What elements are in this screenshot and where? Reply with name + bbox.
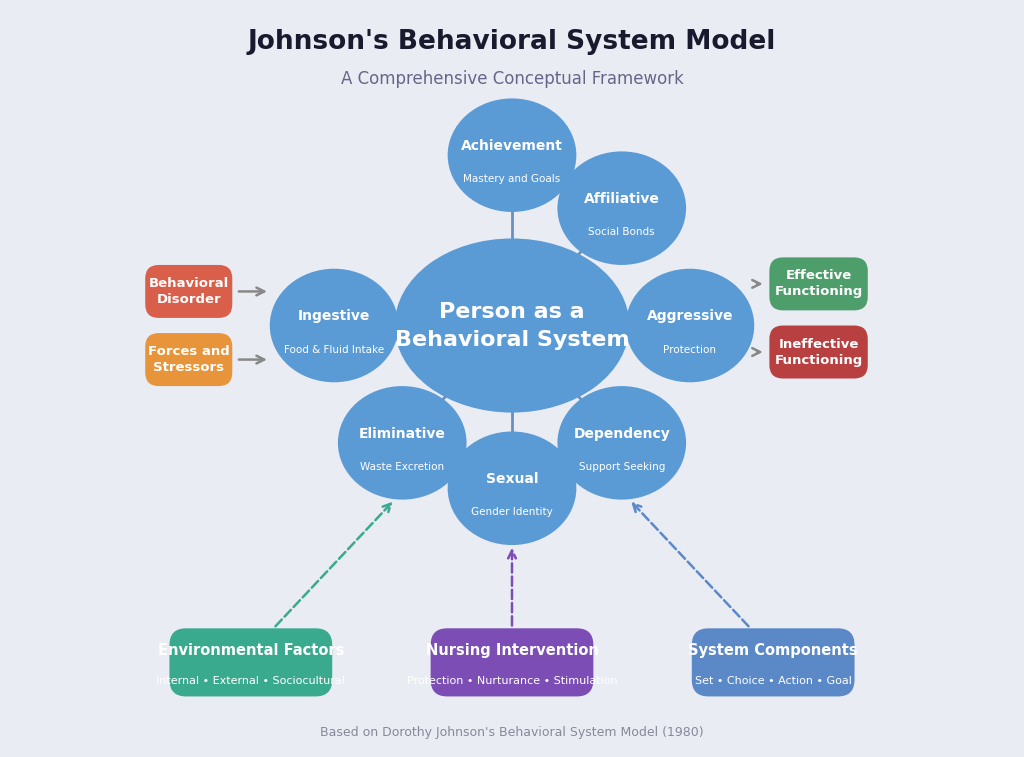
Text: Mastery and Goals: Mastery and Goals — [464, 174, 560, 185]
Text: Protection: Protection — [664, 344, 717, 355]
Ellipse shape — [557, 151, 686, 265]
Ellipse shape — [447, 98, 577, 212]
Text: Internal • External • Sociocultural: Internal • External • Sociocultural — [157, 675, 345, 686]
Text: Ineffective
Functioning: Ineffective Functioning — [774, 338, 862, 366]
FancyBboxPatch shape — [769, 257, 867, 310]
Text: Nursing Intervention: Nursing Intervention — [426, 643, 598, 658]
FancyBboxPatch shape — [145, 265, 232, 318]
Text: Effective
Functioning: Effective Functioning — [774, 269, 862, 298]
Text: Food & Fluid Intake: Food & Fluid Intake — [284, 344, 384, 355]
Ellipse shape — [447, 431, 577, 545]
Text: Ingestive: Ingestive — [298, 310, 371, 323]
FancyBboxPatch shape — [692, 628, 855, 696]
Text: Aggressive: Aggressive — [646, 310, 733, 323]
Text: Dependency: Dependency — [573, 427, 670, 441]
Ellipse shape — [626, 269, 755, 382]
Text: A Comprehensive Conceptual Framework: A Comprehensive Conceptual Framework — [341, 70, 683, 89]
FancyBboxPatch shape — [145, 333, 232, 386]
Text: Support Seeking: Support Seeking — [579, 462, 665, 472]
Text: System Components: System Components — [688, 643, 858, 658]
FancyBboxPatch shape — [169, 628, 332, 696]
Text: Achievement: Achievement — [461, 139, 563, 153]
Text: Johnson's Behavioral System Model: Johnson's Behavioral System Model — [248, 29, 776, 55]
Text: Protection • Nurturance • Stimulation: Protection • Nurturance • Stimulation — [407, 675, 617, 686]
Text: Forces and
Stressors: Forces and Stressors — [147, 345, 229, 374]
Text: Affiliative: Affiliative — [584, 192, 659, 206]
Text: Behavioral
Disorder: Behavioral Disorder — [148, 277, 229, 306]
Ellipse shape — [557, 386, 686, 500]
Text: Environmental Factors: Environmental Factors — [158, 643, 344, 658]
Ellipse shape — [394, 238, 630, 413]
Text: Eliminative: Eliminative — [358, 427, 445, 441]
Text: Based on Dorothy Johnson's Behavioral System Model (1980): Based on Dorothy Johnson's Behavioral Sy… — [321, 726, 703, 740]
Text: Set • Choice • Action • Goal: Set • Choice • Action • Goal — [694, 675, 852, 686]
Ellipse shape — [269, 269, 398, 382]
Text: Person as a
Behavioral System: Person as a Behavioral System — [394, 301, 630, 350]
Ellipse shape — [338, 386, 467, 500]
Text: Social Bonds: Social Bonds — [589, 227, 655, 238]
FancyBboxPatch shape — [431, 628, 593, 696]
Text: Gender Identity: Gender Identity — [471, 507, 553, 518]
Text: Sexual: Sexual — [485, 472, 539, 486]
FancyBboxPatch shape — [769, 326, 867, 378]
Text: Waste Excretion: Waste Excretion — [360, 462, 444, 472]
